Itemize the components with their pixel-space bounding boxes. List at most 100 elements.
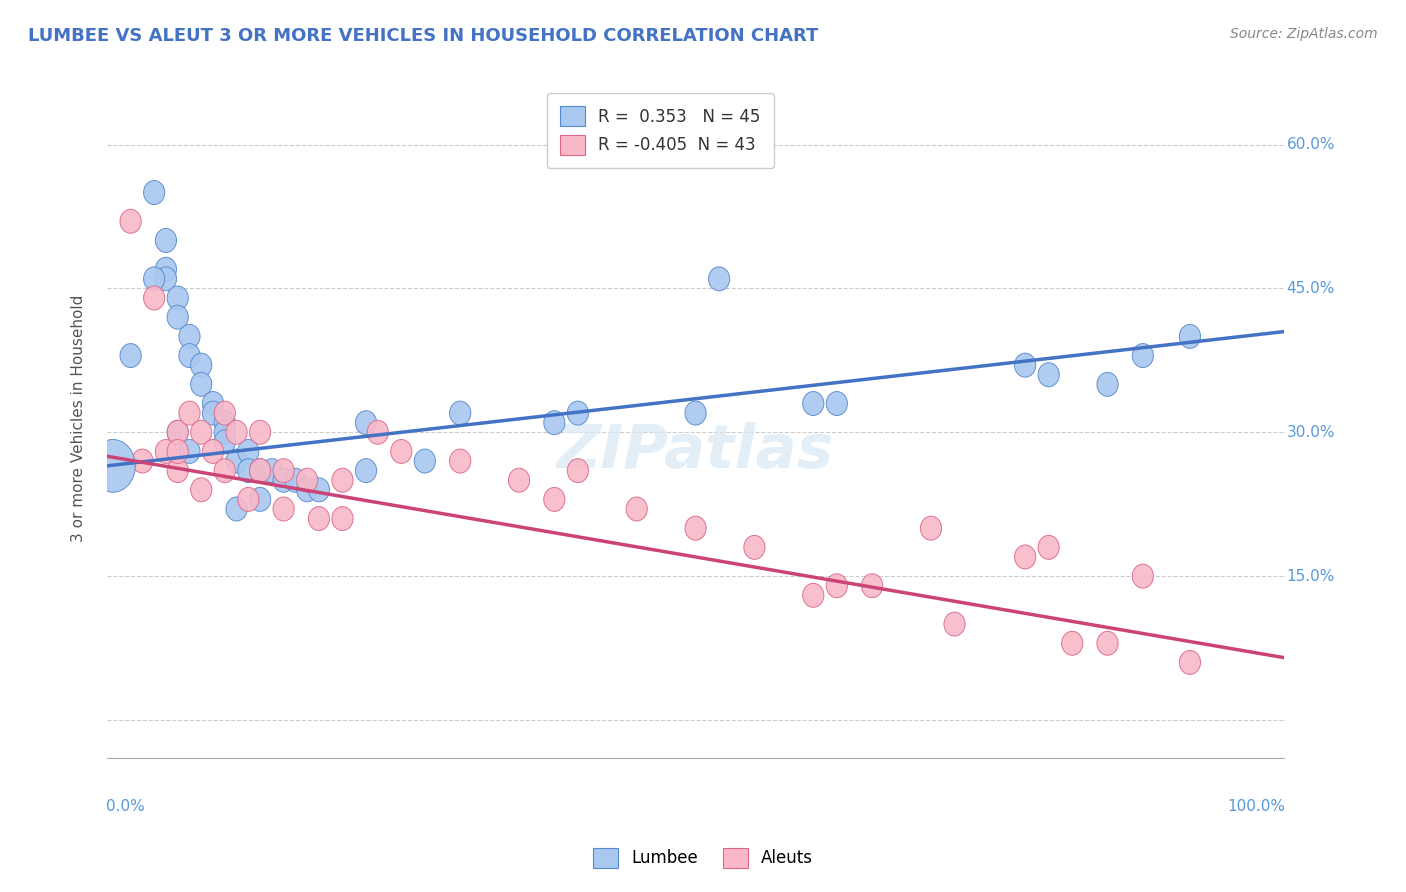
Ellipse shape (943, 612, 965, 636)
Ellipse shape (238, 487, 259, 511)
Ellipse shape (167, 420, 188, 444)
Ellipse shape (167, 458, 188, 483)
Ellipse shape (249, 487, 271, 511)
Ellipse shape (155, 257, 177, 281)
Ellipse shape (143, 180, 165, 204)
Ellipse shape (202, 392, 224, 416)
Ellipse shape (308, 507, 329, 531)
Ellipse shape (214, 458, 235, 483)
Ellipse shape (273, 458, 294, 483)
Ellipse shape (332, 468, 353, 492)
Ellipse shape (191, 372, 212, 396)
Text: 45.0%: 45.0% (1286, 281, 1334, 296)
Ellipse shape (685, 516, 706, 541)
Ellipse shape (132, 449, 153, 473)
Ellipse shape (155, 267, 177, 291)
Ellipse shape (214, 401, 235, 425)
Ellipse shape (179, 325, 200, 349)
Text: 60.0%: 60.0% (1286, 137, 1334, 152)
Ellipse shape (297, 478, 318, 502)
Ellipse shape (544, 410, 565, 434)
Ellipse shape (238, 458, 259, 483)
Text: 30.0%: 30.0% (1286, 425, 1334, 440)
Ellipse shape (249, 420, 271, 444)
Ellipse shape (509, 468, 530, 492)
Ellipse shape (827, 392, 848, 416)
Ellipse shape (297, 468, 318, 492)
Ellipse shape (391, 440, 412, 464)
Ellipse shape (1180, 325, 1201, 349)
Ellipse shape (626, 497, 647, 521)
Ellipse shape (273, 468, 294, 492)
Ellipse shape (167, 286, 188, 310)
Ellipse shape (744, 535, 765, 559)
Ellipse shape (179, 343, 200, 368)
Ellipse shape (155, 228, 177, 252)
Ellipse shape (1180, 650, 1201, 674)
Ellipse shape (356, 458, 377, 483)
Ellipse shape (214, 420, 235, 444)
Ellipse shape (1097, 632, 1118, 656)
Ellipse shape (143, 267, 165, 291)
Ellipse shape (450, 401, 471, 425)
Ellipse shape (827, 574, 848, 598)
Ellipse shape (226, 449, 247, 473)
Text: ZIPatlas: ZIPatlas (557, 423, 834, 482)
Ellipse shape (226, 497, 247, 521)
Ellipse shape (450, 449, 471, 473)
Ellipse shape (1015, 353, 1036, 377)
Ellipse shape (167, 420, 188, 444)
Ellipse shape (803, 583, 824, 607)
Ellipse shape (1132, 564, 1153, 588)
Ellipse shape (191, 420, 212, 444)
Ellipse shape (567, 401, 589, 425)
Ellipse shape (214, 410, 235, 434)
Ellipse shape (1132, 343, 1153, 368)
Ellipse shape (308, 478, 329, 502)
Ellipse shape (567, 458, 589, 483)
Ellipse shape (214, 430, 235, 454)
Ellipse shape (544, 487, 565, 511)
Ellipse shape (155, 440, 177, 464)
Ellipse shape (415, 449, 436, 473)
Ellipse shape (273, 497, 294, 521)
Ellipse shape (709, 267, 730, 291)
Text: 15.0%: 15.0% (1286, 568, 1334, 583)
Ellipse shape (143, 286, 165, 310)
Ellipse shape (191, 478, 212, 502)
Ellipse shape (167, 440, 188, 464)
Ellipse shape (202, 440, 224, 464)
Ellipse shape (249, 458, 271, 483)
Y-axis label: 3 or more Vehicles in Household: 3 or more Vehicles in Household (72, 294, 86, 541)
Ellipse shape (356, 410, 377, 434)
Ellipse shape (1038, 535, 1059, 559)
Ellipse shape (191, 353, 212, 377)
Ellipse shape (685, 401, 706, 425)
Ellipse shape (262, 458, 283, 483)
Legend: R =  0.353   N = 45, R = -0.405  N = 43: R = 0.353 N = 45, R = -0.405 N = 43 (547, 93, 773, 169)
Ellipse shape (120, 210, 141, 234)
Text: LUMBEE VS ALEUT 3 OR MORE VEHICLES IN HOUSEHOLD CORRELATION CHART: LUMBEE VS ALEUT 3 OR MORE VEHICLES IN HO… (28, 27, 818, 45)
Ellipse shape (1015, 545, 1036, 569)
Ellipse shape (862, 574, 883, 598)
Ellipse shape (367, 420, 388, 444)
Legend: Lumbee, Aleuts: Lumbee, Aleuts (586, 841, 820, 875)
Ellipse shape (803, 392, 824, 416)
Text: 0.0%: 0.0% (105, 799, 145, 814)
Ellipse shape (202, 401, 224, 425)
Ellipse shape (179, 440, 200, 464)
Ellipse shape (921, 516, 942, 541)
Ellipse shape (90, 440, 135, 492)
Text: Source: ZipAtlas.com: Source: ZipAtlas.com (1230, 27, 1378, 41)
Ellipse shape (238, 440, 259, 464)
Ellipse shape (1062, 632, 1083, 656)
Ellipse shape (1038, 363, 1059, 387)
Ellipse shape (332, 507, 353, 531)
Ellipse shape (1097, 372, 1118, 396)
Ellipse shape (179, 401, 200, 425)
Text: 100.0%: 100.0% (1227, 799, 1285, 814)
Ellipse shape (285, 468, 307, 492)
Ellipse shape (120, 343, 141, 368)
Ellipse shape (167, 305, 188, 329)
Ellipse shape (249, 458, 271, 483)
